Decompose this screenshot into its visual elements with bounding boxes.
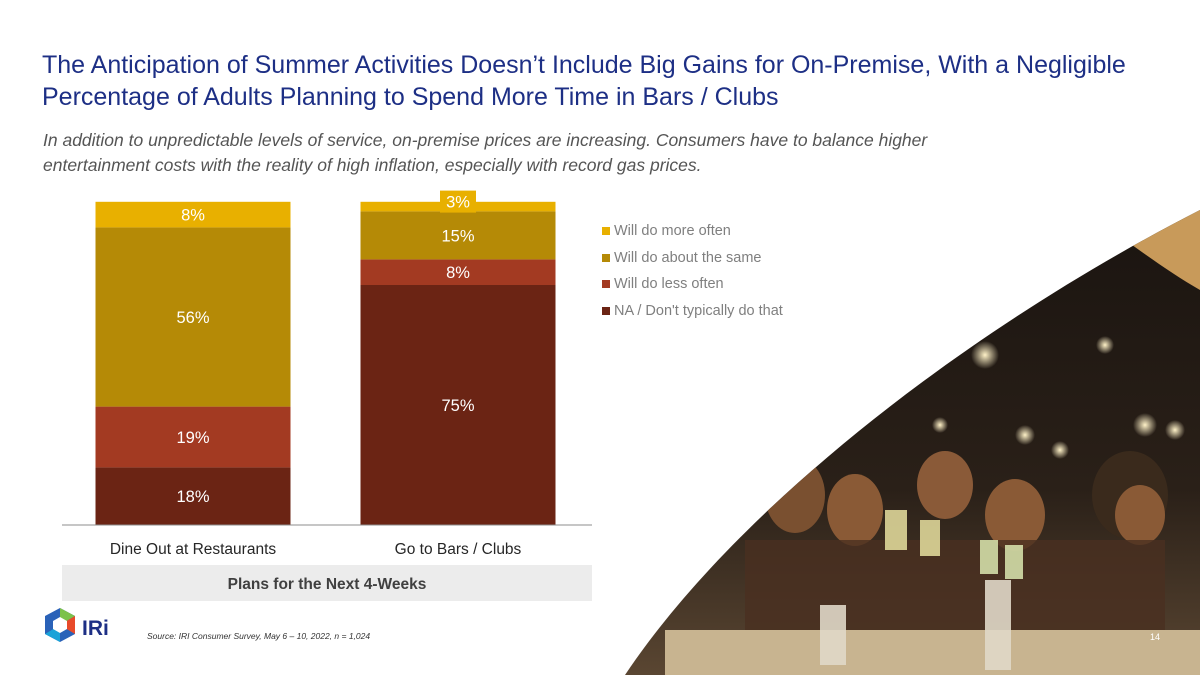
x-axis-title-band	[62, 565, 592, 601]
bar-patrons-photo	[625, 210, 1200, 675]
legend-swatch	[602, 306, 610, 315]
category-label: Go to Bars / Clubs	[395, 541, 522, 558]
legend-item: NA / Don't typically do that	[602, 298, 783, 325]
data-label: 8%	[181, 207, 205, 225]
legend-label: NA / Don't typically do that	[614, 302, 783, 319]
x-axis-title: Plans for the Next 4-Weeks	[228, 576, 427, 593]
data-label: 3%	[446, 194, 470, 212]
legend-item: Will do less often	[602, 271, 783, 298]
data-label-background	[440, 190, 476, 213]
legend-swatch	[602, 280, 610, 289]
stacked-bar-chart: Plans for the Next 4-Weeks 18% 19% 56% 8% Di…	[62, 190, 592, 601]
data-label: 18%	[176, 488, 209, 506]
iri-logo: IRi	[45, 608, 109, 642]
bar-segment	[95, 467, 291, 525]
logo-text: IRi	[82, 617, 109, 640]
data-label: 56%	[176, 309, 209, 327]
page-subtitle: In addition to unpredictable levels of s…	[43, 130, 928, 175]
legend-label: Will do less often	[614, 276, 724, 293]
legend-label: Will do about the same	[614, 249, 762, 266]
data-label: 15%	[441, 227, 474, 245]
category-label: Dine Out at Restaurants	[110, 541, 277, 558]
page-title: The Anticipation of Summer Activities Do…	[42, 51, 1126, 111]
data-label: 75%	[441, 397, 474, 415]
bar-segment	[360, 211, 556, 260]
legend-item: Will do about the same	[602, 245, 783, 272]
data-label: 19%	[176, 429, 209, 447]
legend-swatch	[602, 253, 610, 262]
bar-segment	[95, 406, 291, 468]
page-number: 14	[1150, 632, 1161, 642]
bar-segment	[360, 259, 556, 285]
chart-legend: Will do more often Will do about the same…	[602, 218, 783, 324]
bar-segment	[95, 227, 291, 407]
source-note: Source: IRI Consumer Survey, May 6 – 10,…	[147, 631, 371, 641]
bar-segment	[95, 201, 291, 228]
legend-swatch	[602, 227, 610, 236]
bar-segment	[360, 285, 556, 525]
legend-item: Will do more often	[602, 218, 783, 245]
legend-label: Will do more often	[614, 223, 731, 240]
data-label: 8%	[446, 264, 470, 282]
